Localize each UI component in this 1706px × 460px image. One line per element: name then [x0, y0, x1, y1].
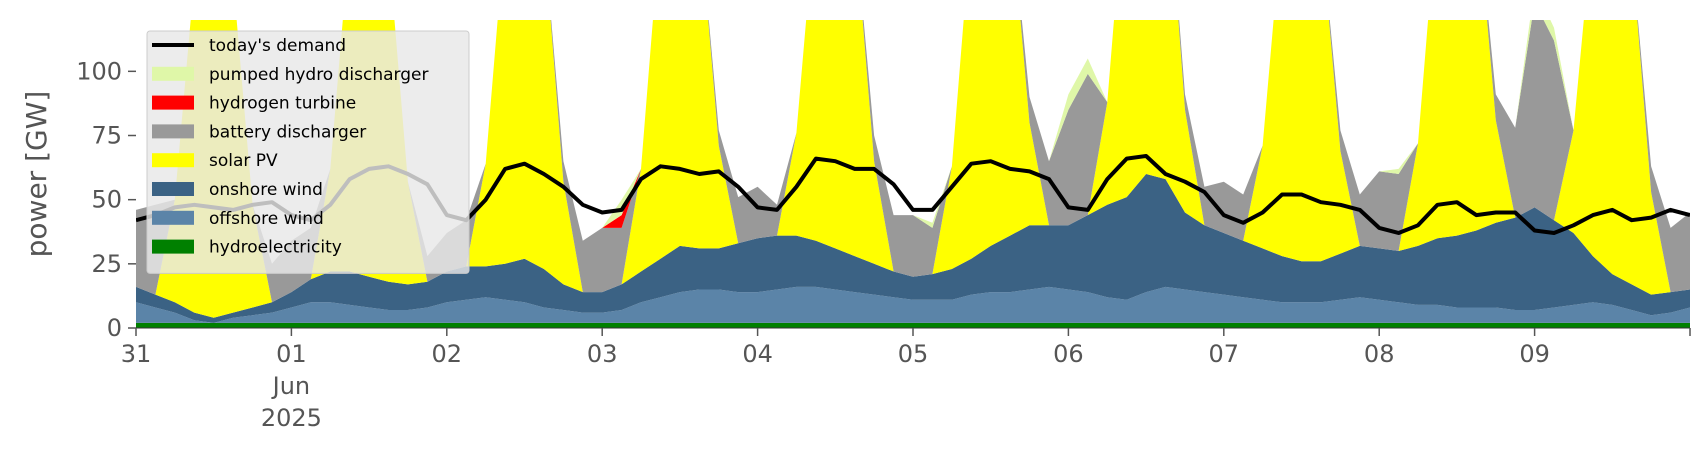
legend-box [146, 30, 470, 274]
x-tick-label: 03 [587, 340, 618, 368]
x-tick-label: 06 [1053, 340, 1084, 368]
y-axis-label: power [GW] [20, 91, 53, 258]
y-tick-label: 100 [76, 57, 122, 85]
area-hydroelectricity [136, 322, 1690, 328]
axes: 0 25 50 75 100 31 01 Jun 2025 02 03 04 05 06 07 08 09 [76, 57, 1691, 432]
legend-label-hydrogen-turbine: hydrogen turbine [209, 94, 356, 114]
x-tick-sublabel: Jun [271, 372, 311, 400]
legend-label-hydroelectricity: hydroelectricity [209, 238, 342, 258]
y-tick-label: 0 [107, 314, 122, 342]
legend-swatch-solar-pv [152, 153, 194, 168]
legend-swatch-hydrogen-turbine [152, 95, 194, 110]
legend-swatch-onshore-wind [152, 182, 194, 196]
y-tick-label: 50 [91, 186, 122, 214]
legend-label-offshore-wind: offshore wind [209, 209, 324, 229]
x-tick-label: 09 [1519, 340, 1550, 368]
area-offshore-wind [136, 286, 1690, 323]
area-solar-pv [136, 20, 1690, 318]
legend-label-solar-pv: solar PV [209, 151, 278, 171]
x-tick-label: 07 [1209, 340, 1240, 368]
legend-swatch-pumped-hydro-discharger [152, 66, 194, 81]
legend-label-onshore-wind: onshore wind [209, 180, 323, 200]
legend-label-battery-discharger: battery discharger [209, 122, 366, 142]
x-tick-label: 01 [276, 340, 307, 368]
x-tick-label: 02 [432, 340, 463, 368]
x-tick-label: 04 [742, 340, 773, 368]
y-tick-label: 75 [91, 122, 122, 150]
legend-label-today-s-demand: today's demand [209, 36, 346, 56]
legend-label-pumped-hydro-discharger: pumped hydro discharger [209, 65, 428, 85]
x-tick-label: 08 [1364, 340, 1395, 368]
x-tick-sublabel: 2025 [261, 404, 322, 432]
y-tick-label: 25 [91, 250, 122, 278]
legend: today's demand pumped hydro discharger hyd… [146, 30, 470, 274]
x-tick-label: 05 [898, 340, 929, 368]
legend-swatch-hydroelectricity [152, 239, 194, 254]
stacked-areas [136, 20, 1690, 328]
legend-swatch-battery-discharger [152, 124, 194, 139]
legend-swatch-offshore-wind [152, 210, 194, 225]
x-tick-label: 31 [121, 340, 152, 368]
area-onshore-wind [136, 174, 1690, 323]
area-battery-discharger [136, 20, 1690, 303]
